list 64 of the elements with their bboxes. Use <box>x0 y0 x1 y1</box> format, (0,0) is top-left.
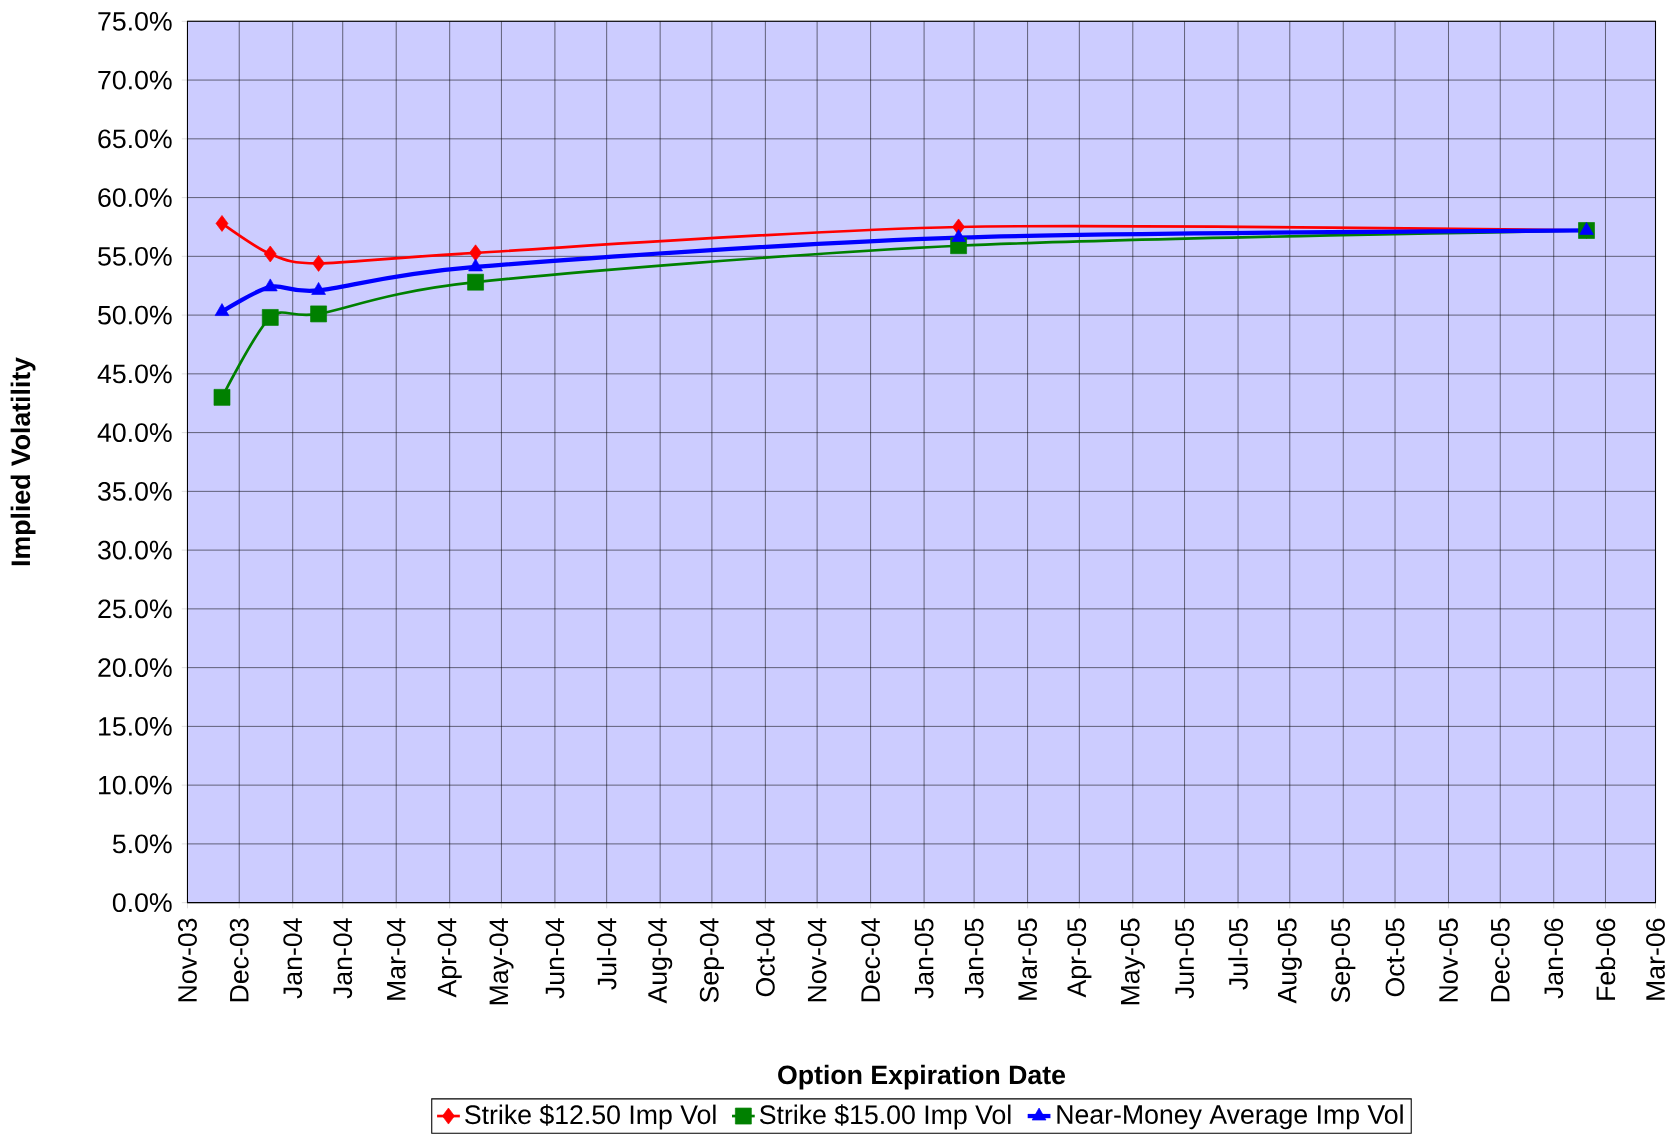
x-tick-label: Apr-05 <box>1067 918 1092 998</box>
x-tick-label: Jun-04 <box>545 918 565 999</box>
x-tick-label: Jul-05 <box>1228 918 1248 990</box>
y-tick-label: 10.0% <box>99 775 172 795</box>
point <box>310 305 327 323</box>
x-tick-label: Feb-06 <box>1595 918 1616 1000</box>
x-tick-label: Oct-05 <box>1385 918 1405 997</box>
legend-label: Strike $15.00 Imp Vol <box>759 1104 1011 1130</box>
y-tick-label: 65.0% <box>98 129 172 149</box>
x-tick-label: Mar-05 <box>1018 918 1038 1000</box>
point <box>261 309 279 326</box>
y-tick-label: 15.0% <box>99 716 172 736</box>
x-tick-label: Dec-03 <box>229 918 249 1002</box>
x-tick-label: Sep-04 <box>699 918 724 1003</box>
x-tick-label: Jan-06 <box>1544 918 1564 999</box>
point <box>312 255 325 272</box>
y-tick-label: 45.0% <box>97 364 172 384</box>
y-tick-label: 50.0% <box>98 305 172 325</box>
point <box>311 282 326 295</box>
point <box>263 245 277 263</box>
point <box>214 303 230 316</box>
x-tick-label: Sep-05 <box>1331 918 1356 1003</box>
point <box>467 273 484 291</box>
y-axis-title: Implied Volatility <box>10 357 36 566</box>
y-tick-label: 25.0% <box>98 599 172 619</box>
x-tick-label: Nov-03 <box>178 918 197 1002</box>
y-tick-label: 60.0% <box>98 188 172 208</box>
x-tick-label: Mar-06 <box>1646 918 1665 1000</box>
point <box>213 389 231 406</box>
x-tick-label: Jan-05 <box>964 918 984 999</box>
x-tick-label: Oct-04 <box>755 918 775 997</box>
point <box>263 278 278 292</box>
x-tick-label: Jan-04 <box>283 918 303 999</box>
y-tick-label: 70.0% <box>98 70 172 90</box>
y-tick-label: 40.0% <box>97 423 172 443</box>
x-tick-label: May-04 <box>489 918 514 1005</box>
x-tick-label: Nov-04 <box>807 918 827 1002</box>
x-tick-label: Aug-04 <box>648 918 673 1004</box>
x-tick-label: Jul-04 <box>596 918 617 990</box>
x-tick-label: Jan-05 <box>914 918 934 999</box>
y-tick-label: 0.0% <box>112 893 172 913</box>
legend-label: Near-Money Average Imp Vol <box>1057 1104 1403 1130</box>
x-tick-label: Dec-05 <box>1490 918 1510 1002</box>
x-tick-label: Jan-04 <box>333 918 353 999</box>
y-tick-label: 20.0% <box>98 658 172 678</box>
legend-label: Strike $12.50 Imp Vol <box>465 1104 716 1130</box>
point <box>215 215 229 232</box>
y-tick-label: 30.0% <box>98 540 172 560</box>
x-tick-label: Dec-04 <box>861 918 881 1002</box>
x-tick-label: Mar-04 <box>386 918 406 1000</box>
point <box>469 244 482 262</box>
y-tick-label: 5.0% <box>112 834 172 854</box>
x-tick-label: Nov-05 <box>1439 918 1458 1002</box>
x-tick-label: Aug-05 <box>1277 918 1302 1004</box>
point <box>1579 222 1594 235</box>
y-tick-label: 55.0% <box>98 246 172 266</box>
y-tick-label: 35.0% <box>98 481 172 501</box>
point <box>468 258 483 272</box>
point <box>951 229 966 242</box>
y-tick-label: 75.0% <box>98 11 172 31</box>
x-tick-label: Jun-05 <box>1175 918 1194 999</box>
x-axis-title: Option Expiration Date <box>778 1064 1066 1090</box>
x-tick-label: May-05 <box>1120 918 1145 1005</box>
x-tick-label: Apr-04 <box>437 918 462 998</box>
